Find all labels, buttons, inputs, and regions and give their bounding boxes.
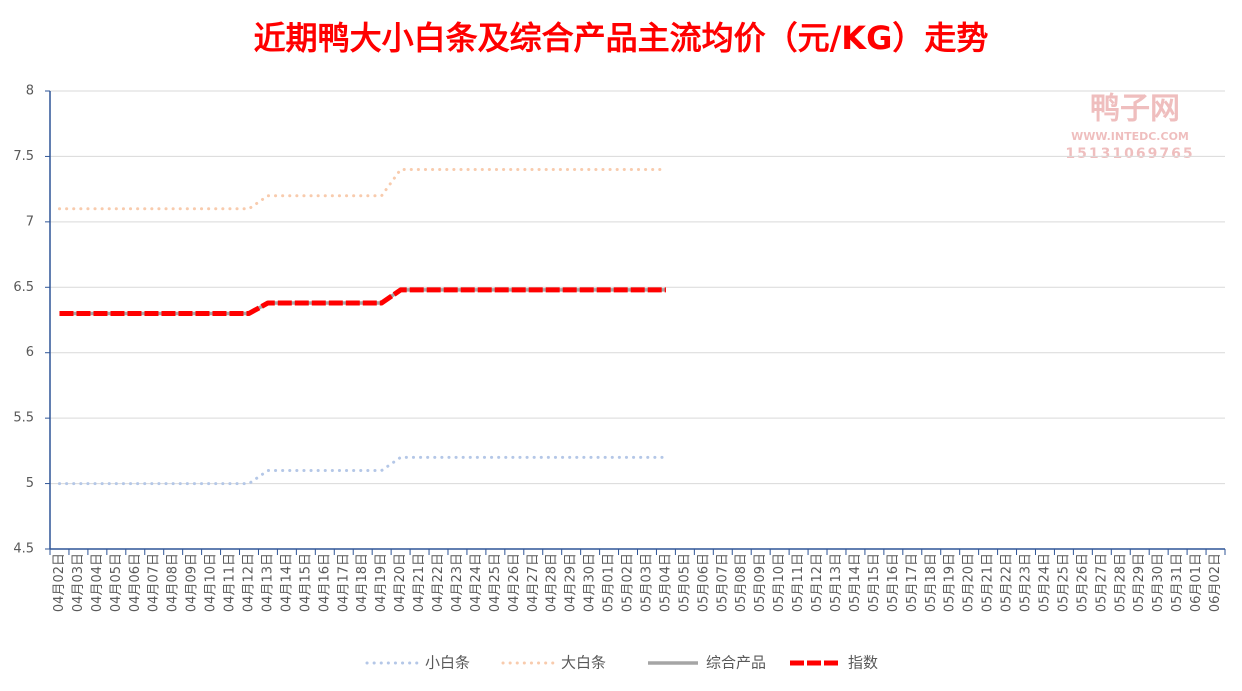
x-tick-label: 05月07日 [715,553,730,612]
x-tick-label: 04月02日 [52,553,67,612]
y-tick-label: 6.5 [13,280,34,295]
data-line [59,288,666,316]
x-tick-label: 04月06日 [128,553,143,612]
x-tick-label: 05月13日 [829,553,844,612]
x-tick-label: 05月10日 [772,553,787,612]
y-tick-label: 6 [26,345,34,360]
x-tick-label: 04月10日 [204,553,219,612]
x-tick-label: 05月03日 [639,553,654,612]
x-tick-label: 05月08日 [734,553,749,612]
x-tick-label: 05月17日 [905,553,920,612]
x-tick-label: 04月09日 [185,553,200,612]
x-tick-label: 05月05日 [677,553,692,612]
x-tick-label: 05月12日 [810,553,825,612]
x-tick-label: 04月04日 [90,553,105,612]
x-tick-label: 04月24日 [469,553,484,612]
x-tick-label: 04月15日 [298,553,313,612]
x-tick-label: 04月18日 [355,553,370,612]
x-tick-label: 05月21日 [981,553,996,612]
y-tick-label: 4.5 [13,542,34,557]
x-tick-label: 05月27日 [1094,553,1109,612]
y-tick-label: 5.5 [13,411,34,426]
x-tick-label: 05月31日 [1170,553,1185,612]
y-tick-label: 5 [26,476,34,491]
x-tick-label: 04月07日 [147,553,162,612]
y-tick-label: 8 [26,84,34,99]
x-tick-label: 04月23日 [450,553,465,612]
x-tick-label: 05月15日 [867,553,882,612]
x-tick-label: 05月20日 [962,553,977,612]
x-tick-label: 04月27日 [526,553,541,612]
x-tick-label: 05月28日 [1113,553,1128,612]
x-tick-label: 04月03日 [71,553,86,612]
y-tick-label: 7.5 [13,149,34,164]
x-tick-label: 05月11日 [791,553,806,612]
x-tick-label: 04月08日 [166,553,181,612]
legend-label: 小白条 [425,654,470,672]
x-tick-label: 05月24日 [1037,553,1052,612]
x-tick-label: 04月11日 [223,553,238,612]
x-tick-label: 05月09日 [753,553,768,612]
x-tick-label: 05月29日 [1132,553,1147,612]
x-tick-label: 05月01日 [602,553,617,612]
x-tick-label: 04月25日 [488,553,503,612]
x-tick-label: 05月23日 [1019,553,1034,612]
x-tick-label: 06月02日 [1208,553,1223,612]
x-tick-label: 04月26日 [507,553,522,612]
data-line [59,287,666,316]
y-tick-label: 7 [26,214,34,229]
x-tick-label: 05月16日 [886,553,901,612]
x-tick-label: 05月04日 [658,553,673,612]
watermark-text: WWW.INTEDC.COM [1071,130,1189,143]
data-line [57,455,668,486]
x-tick-label: 04月13日 [260,553,275,612]
chart-title: 近期鸭大小白条及综合产品主流均价（元/KG）走势 [254,19,989,57]
x-tick-label: 05月14日 [848,553,863,612]
x-tick-label: 04月05日 [109,553,124,612]
watermark-text: 鸭子网 [1090,92,1180,127]
x-tick-label: 04月29日 [564,553,579,612]
x-tick-label: 04月30日 [583,553,598,612]
x-tick-label: 04月19日 [374,553,389,612]
x-tick-label: 04月16日 [317,553,332,612]
legend-label: 指数 [848,654,878,672]
legend-label: 综合产品 [706,654,766,672]
x-tick-label: 05月19日 [943,553,958,612]
x-tick-label: 05月22日 [1000,553,1015,612]
x-tick-label: 04月14日 [279,553,294,612]
x-tick-label: 05月06日 [696,553,711,612]
data-line [57,168,668,211]
x-tick-label: 05月25日 [1056,553,1071,612]
x-tick-label: 04月22日 [431,553,446,612]
x-tick-label: 04月20日 [393,553,408,612]
x-tick-label: 04月12日 [241,553,256,612]
x-tick-label: 04月21日 [412,553,427,612]
x-tick-label: 04月17日 [336,553,351,612]
x-tick-label: 05月02日 [621,553,636,612]
x-tick-label: 05月26日 [1075,553,1090,612]
watermark: 鸭子网 WWW.INTEDC.COM 15131069765 [1065,92,1194,163]
watermark-text: 15131069765 [1065,146,1194,162]
x-tick-label: 05月30日 [1151,553,1166,612]
x-tick-label: 05月18日 [924,553,939,612]
x-tick-label: 04月28日 [545,553,560,612]
legend-label: 大白条 [561,654,606,672]
x-tick-label: 06月01日 [1189,553,1204,612]
